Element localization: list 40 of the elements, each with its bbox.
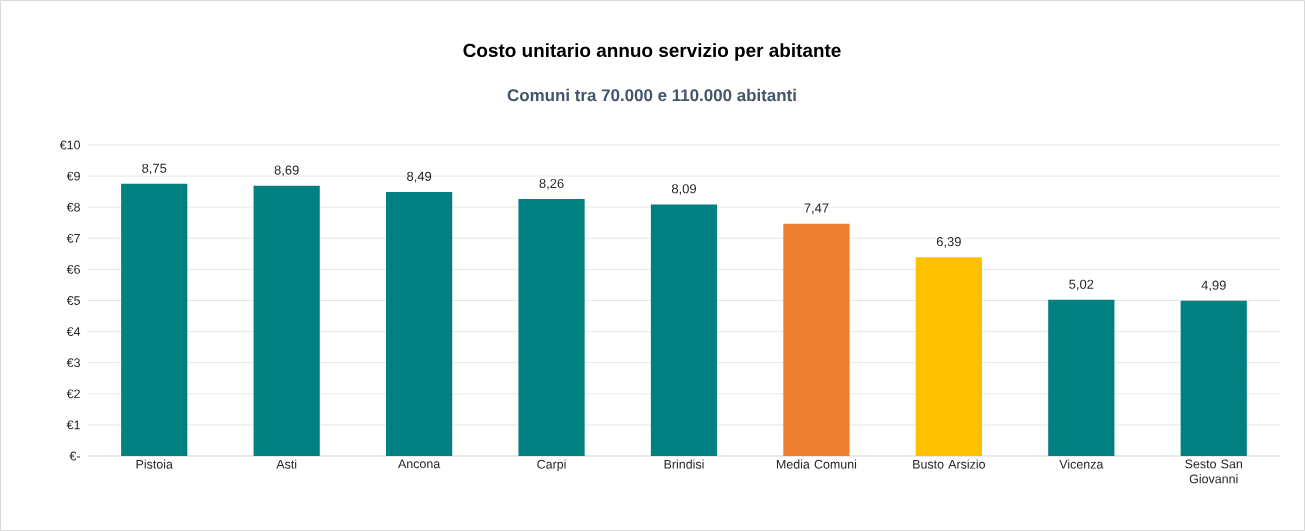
data-label: 5,02 [1069, 279, 1094, 291]
chart-title: Costo unitario annuo servizio per abitante [463, 43, 841, 61]
bar [1180, 300, 1247, 456]
y-tick-label: €1 [66, 420, 80, 430]
bar [253, 185, 320, 456]
data-label: 8,75 [142, 163, 167, 175]
data-label: 4,99 [1201, 280, 1226, 292]
x-tick-label: Busto Arsizio [913, 459, 986, 469]
bar [783, 223, 850, 456]
y-tick-label: €8 [66, 202, 80, 212]
bar [650, 204, 718, 456]
y-tick-label: €9 [66, 171, 80, 181]
y-tick-label: €7 [66, 233, 80, 243]
bar [121, 183, 188, 456]
x-tick-label: Carpi [537, 459, 566, 472]
data-label: 8,09 [671, 184, 696, 195]
data-label: 7,47 [804, 203, 829, 215]
x-tick-label: Asti [276, 459, 297, 469]
x-tick-label: Pistoia [136, 459, 173, 469]
bar [518, 199, 585, 456]
y-tick-label: €6 [66, 264, 80, 274]
x-tick-label: Sesto San Giovanni [1185, 459, 1242, 484]
data-label: 8,26 [539, 178, 564, 190]
x-tick-label: Brindisi [664, 459, 704, 469]
y-tick-label: €10 [59, 140, 80, 150]
bar [1048, 299, 1115, 456]
y-tick-label: €3 [66, 358, 80, 368]
x-tick-label: Ancona [398, 459, 441, 469]
x-tick-label: Vicenza [1059, 459, 1104, 469]
data-label: 8,69 [274, 165, 299, 177]
data-label: 8,49 [407, 171, 432, 183]
data-label: 6,39 [936, 237, 961, 248]
y-tick-label: €2 [66, 389, 80, 399]
y-tick-label: €5 [66, 296, 80, 305]
bar [915, 257, 982, 456]
y-tick-label: €- [69, 451, 80, 461]
x-tick-label: Media Comuni [776, 459, 857, 469]
bar [386, 191, 453, 456]
y-tick-label: €4 [66, 327, 81, 336]
chart-subtitle: Comuni tra 70.000 e 110.000 abitanti [507, 88, 796, 102]
